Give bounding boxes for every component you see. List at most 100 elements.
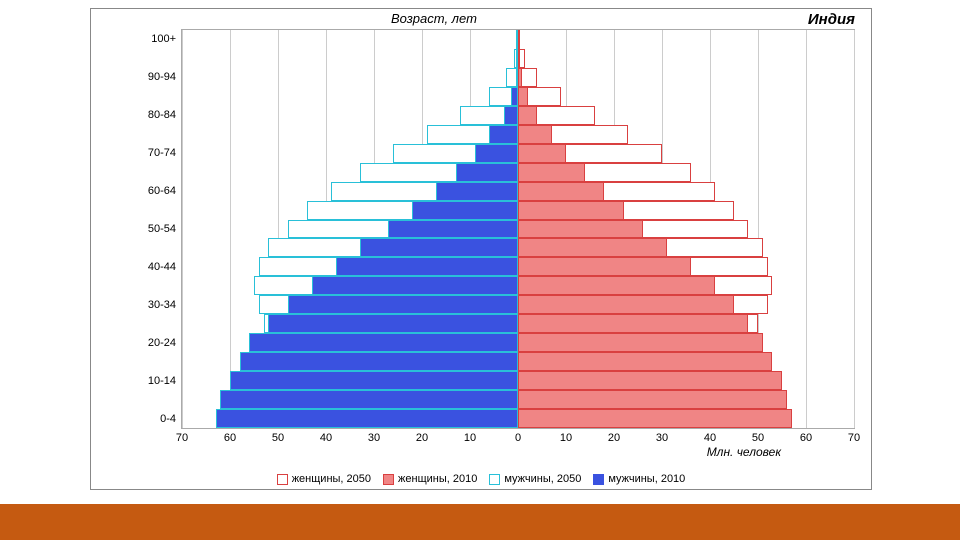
x-tick-label: 20 xyxy=(416,432,428,444)
women-half xyxy=(518,352,854,371)
age-row xyxy=(182,87,854,106)
men-2010-bar xyxy=(475,144,518,163)
plot-area: 706050403020100102030405060700-410-1420-… xyxy=(181,29,855,429)
women-half xyxy=(518,87,854,106)
age-row xyxy=(182,352,854,371)
legend: женщины, 2050 женщины, 2010 мужчины, 2050 м… xyxy=(91,473,871,485)
women-2010-bar xyxy=(518,409,792,428)
age-row xyxy=(182,163,854,182)
women-2010-bar xyxy=(518,144,566,163)
men-2010-bar xyxy=(388,220,518,239)
y-tick-label: 20-24 xyxy=(148,337,176,349)
men-2010-bar xyxy=(504,106,518,125)
legend-swatch xyxy=(489,474,500,485)
x-axis-title: Млн. человек xyxy=(707,445,781,459)
y-tick-label: 70-74 xyxy=(148,147,176,159)
women-2010-bar xyxy=(518,49,520,68)
women-2010-bar xyxy=(518,30,520,49)
women-half xyxy=(518,125,854,144)
y-axis-title: Возраст, лет xyxy=(391,11,477,26)
x-tick-label: 50 xyxy=(752,432,764,444)
age-row xyxy=(182,295,854,314)
women-2010-bar xyxy=(518,390,787,409)
legend-label: мужчины, 2010 xyxy=(608,473,685,485)
women-half xyxy=(518,30,854,49)
y-tick-label: 60-64 xyxy=(148,185,176,197)
women-half xyxy=(518,257,854,276)
age-row xyxy=(182,314,854,333)
women-half xyxy=(518,220,854,239)
x-tick-label: 50 xyxy=(272,432,284,444)
men-2010-bar xyxy=(288,295,518,314)
x-tick-label: 20 xyxy=(608,432,620,444)
men-half xyxy=(182,276,518,295)
men-half xyxy=(182,49,518,68)
x-tick-label: 60 xyxy=(800,432,812,444)
women-half xyxy=(518,238,854,257)
men-2010-bar xyxy=(511,87,518,106)
age-row xyxy=(182,182,854,201)
legend-item: мужчины, 2010 xyxy=(593,473,685,485)
legend-label: мужчины, 2050 xyxy=(504,473,581,485)
age-row xyxy=(182,371,854,390)
age-row xyxy=(182,390,854,409)
men-half xyxy=(182,257,518,276)
men-half xyxy=(182,314,518,333)
men-2010-bar xyxy=(312,276,518,295)
women-2010-bar xyxy=(518,295,734,314)
women-2010-bar xyxy=(518,371,782,390)
women-2010-bar xyxy=(518,238,667,257)
legend-swatch xyxy=(277,474,288,485)
x-tick-label: 30 xyxy=(368,432,380,444)
x-tick-label: 40 xyxy=(320,432,332,444)
men-half xyxy=(182,125,518,144)
men-half xyxy=(182,220,518,239)
women-2010-bar xyxy=(518,257,691,276)
gridline xyxy=(854,30,855,428)
men-half xyxy=(182,352,518,371)
men-half xyxy=(182,238,518,257)
men-half xyxy=(182,409,518,428)
men-2010-bar xyxy=(220,390,518,409)
women-half xyxy=(518,106,854,125)
legend-item: мужчины, 2050 xyxy=(489,473,581,485)
women-half xyxy=(518,371,854,390)
men-half xyxy=(182,144,518,163)
women-half xyxy=(518,390,854,409)
women-2010-bar xyxy=(518,68,522,87)
men-half xyxy=(182,163,518,182)
y-tick-label: 0-4 xyxy=(160,413,176,425)
y-tick-label: 10-14 xyxy=(148,375,176,387)
men-2010-bar xyxy=(240,352,518,371)
legend-swatch xyxy=(593,474,604,485)
legend-item: женщины, 2010 xyxy=(383,473,477,485)
x-tick-label: 70 xyxy=(176,432,188,444)
men-half xyxy=(182,68,518,87)
y-tick-label: 90-94 xyxy=(148,71,176,83)
legend-label: женщины, 2050 xyxy=(292,473,371,485)
slide-footer-bar xyxy=(0,504,960,540)
women-half xyxy=(518,333,854,352)
women-half xyxy=(518,295,854,314)
men-half xyxy=(182,390,518,409)
country-title: Индия xyxy=(808,11,855,28)
y-tick-label: 30-34 xyxy=(148,299,176,311)
men-2010-bar xyxy=(360,238,518,257)
x-tick-label: 10 xyxy=(464,432,476,444)
y-tick-label: 100+ xyxy=(151,33,176,45)
men-half xyxy=(182,182,518,201)
men-2010-bar xyxy=(216,409,518,428)
plot-inner: 706050403020100102030405060700-410-1420-… xyxy=(182,30,854,428)
x-tick-label: 60 xyxy=(224,432,236,444)
men-half xyxy=(182,333,518,352)
men-2010-bar xyxy=(249,333,518,352)
women-half xyxy=(518,276,854,295)
women-half xyxy=(518,144,854,163)
women-half xyxy=(518,201,854,220)
age-row xyxy=(182,144,854,163)
women-2010-bar xyxy=(518,220,643,239)
age-row xyxy=(182,125,854,144)
men-2010-bar xyxy=(456,163,518,182)
age-row xyxy=(182,257,854,276)
x-tick-label: 10 xyxy=(560,432,572,444)
